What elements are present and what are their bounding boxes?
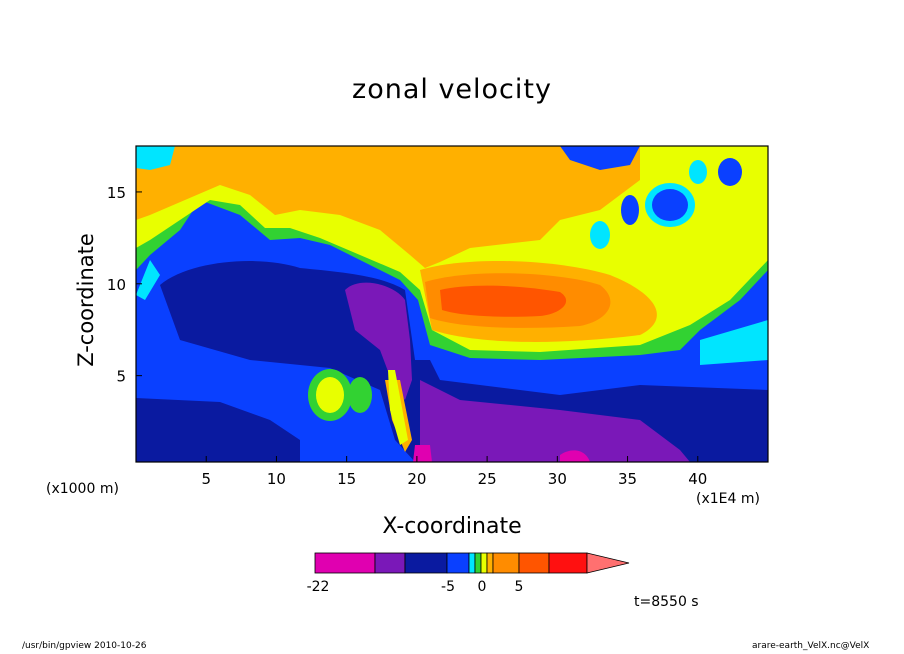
fill-dark-core [160, 261, 768, 462]
x-tick-label: 25 [478, 470, 497, 488]
x-tick-label: 10 [267, 470, 286, 488]
y-tick-label: 5 [116, 368, 126, 386]
chart-title: zonal velocity [352, 74, 552, 105]
fill-cyan-topleft [136, 146, 175, 170]
colorbar-swatch [446, 552, 470, 574]
fill-cyan-left [136, 260, 160, 300]
colorbar-extend-arrow [586, 552, 630, 574]
time-label: t=8550 s [634, 594, 699, 610]
colorbar-swatch [492, 552, 520, 574]
y-axis-unit: (x1000 m) [46, 481, 119, 497]
fill-purple-tongue [345, 282, 412, 400]
fill-yellow-blob [316, 377, 344, 413]
colorbar-swatch [468, 552, 476, 574]
fill-blue-blob-3 [718, 158, 742, 186]
fill-blue-top [560, 146, 640, 170]
colorbar-swatch [374, 552, 406, 574]
x-tick-label: 40 [688, 470, 707, 488]
footer-left-text: /usr/bin/gpview 2010-10-26 [22, 641, 147, 651]
colorbar-swatch [404, 552, 448, 574]
colorbar: -22 -5 0 5 [307, 552, 630, 595]
fill-green-blob-2 [348, 377, 372, 413]
x-tick-label: 35 [618, 470, 637, 488]
y-axis-label: Z-coordinate [74, 233, 98, 367]
x-tick-label: 5 [201, 470, 211, 488]
fill-yellow-streak [388, 370, 408, 445]
x-tick-label: 15 [337, 470, 356, 488]
y-tick-label: 15 [107, 184, 126, 202]
colorbar-swatch [518, 552, 550, 574]
x-axis-unit: (x1E4 m) [696, 491, 760, 507]
fill-bottom-left [136, 398, 300, 462]
colorbar-swatch [474, 552, 482, 574]
fill-magenta-bottom [413, 445, 432, 462]
fill-magenta-bottom-2 [560, 450, 590, 462]
fill-blue-blob [652, 189, 688, 221]
colorbar-swatch [486, 552, 494, 574]
footer-right-text: arare-earth_VelX.nc@VelX [752, 641, 870, 651]
fill-red-orange-mid [440, 285, 567, 317]
colorbar-tick-label: -22 [307, 579, 330, 595]
colorbar-swatch [480, 552, 488, 574]
fill-cyan-blob-3 [590, 221, 610, 249]
x-tick-label: 20 [407, 470, 426, 488]
contour-fills [136, 146, 768, 462]
fill-purple-lower [420, 380, 690, 462]
plot-frame [135, 145, 769, 463]
y-tick-label: 10 [107, 276, 126, 294]
fill-blue-blob-2 [621, 195, 639, 225]
fill-cyan-blob-2 [689, 160, 707, 184]
colorbar-tick-label: 0 [478, 579, 487, 595]
fill-orange-upper [136, 146, 640, 268]
colorbar-swatch [548, 552, 588, 574]
x-tick-label: 30 [548, 470, 567, 488]
fill-cyan-right [700, 320, 768, 365]
colorbar-tick-label: -5 [441, 579, 455, 595]
x-axis-label: X-coordinate [382, 514, 522, 539]
colorbar-tick-label: 5 [515, 579, 524, 595]
colorbar-swatch [314, 552, 376, 574]
axes-ticks: 5 10 15 20 25 30 35 40 5 10 15 [107, 184, 707, 488]
